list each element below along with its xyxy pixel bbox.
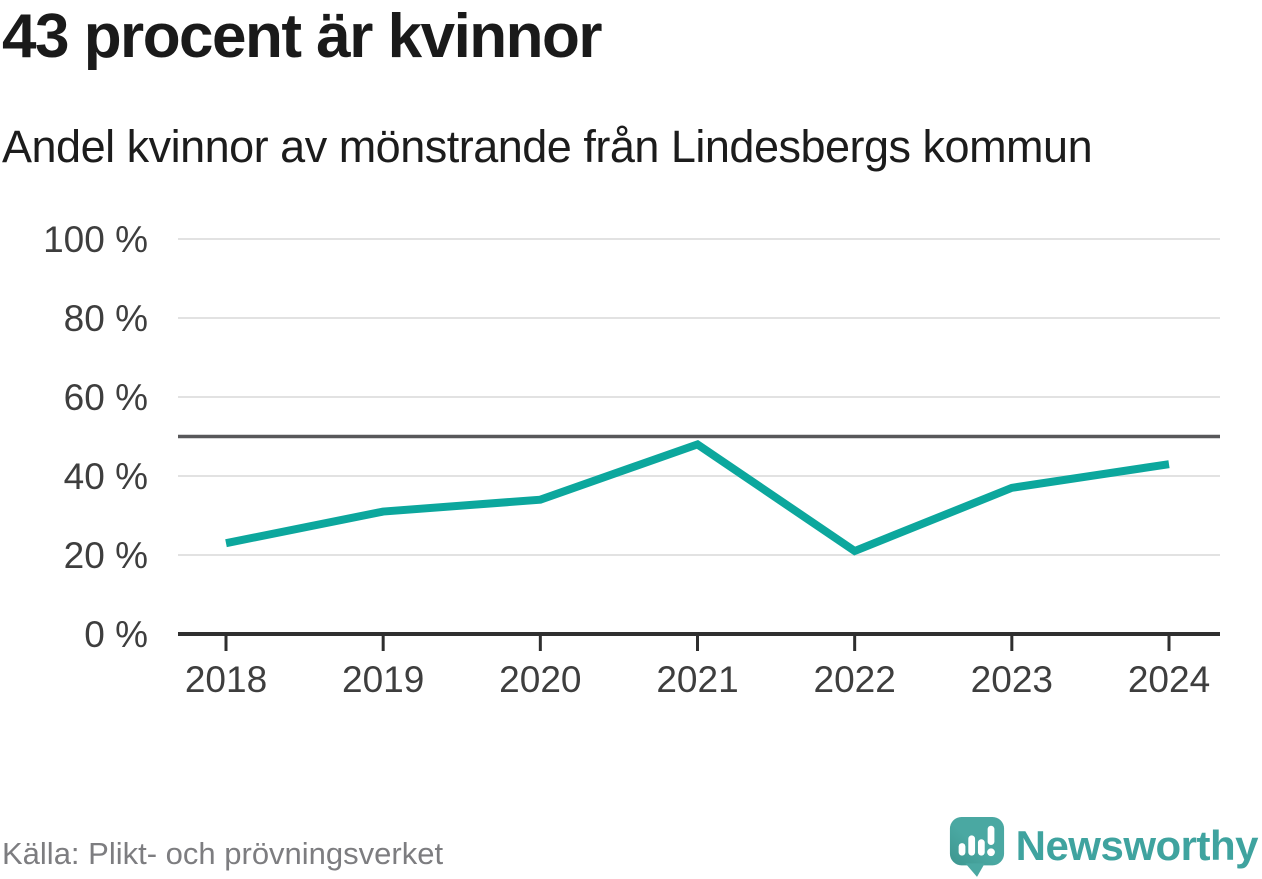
newsworthy-logo-text: Newsworthy	[1015, 822, 1259, 869]
logo-bar-3	[977, 839, 985, 856]
page-title: 43 procent är kvinnor	[2, 2, 603, 71]
logo-exclamation-dot	[986, 848, 995, 857]
data-line-andel-kvinnor-av-m-nstrande	[225, 439, 1170, 556]
logo-bubble-tail	[965, 863, 985, 877]
y-axis-tick-label: 0 %	[84, 614, 148, 655]
page-subtitle: Andel kvinnor av mönstrande från Lindesb…	[2, 121, 1093, 172]
newsworthy-logo: Newsworthy	[948, 814, 1259, 878]
source-note: Källa: Plikt- och prövningsverket	[2, 836, 444, 871]
y-axis-tick-label: 100 %	[43, 219, 148, 260]
logo-bar-1	[958, 843, 966, 856]
x-axis-tick-label: 2021	[656, 659, 738, 700]
logo-exclamation-bar	[987, 825, 995, 846]
logo-bar-2	[967, 835, 975, 856]
y-axis-tick-label: 40 %	[64, 456, 148, 497]
x-axis-tick-label: 2022	[814, 659, 896, 700]
x-axis-tick-label: 2020	[499, 659, 581, 700]
x-axis-tick-label: 2023	[971, 659, 1053, 700]
x-axis-tick-label: 2018	[185, 659, 267, 700]
y-axis-tick-label: 80 %	[64, 298, 148, 339]
y-axis-tick-label: 60 %	[64, 377, 148, 418]
newsworthy-logo-icon	[949, 817, 1004, 877]
x-axis-tick-label: 2024	[1128, 659, 1210, 700]
y-axis-tick-label: 20 %	[64, 535, 148, 576]
logo-bubble-shape	[949, 817, 1004, 866]
x-axis-tick-label: 2019	[342, 659, 424, 700]
